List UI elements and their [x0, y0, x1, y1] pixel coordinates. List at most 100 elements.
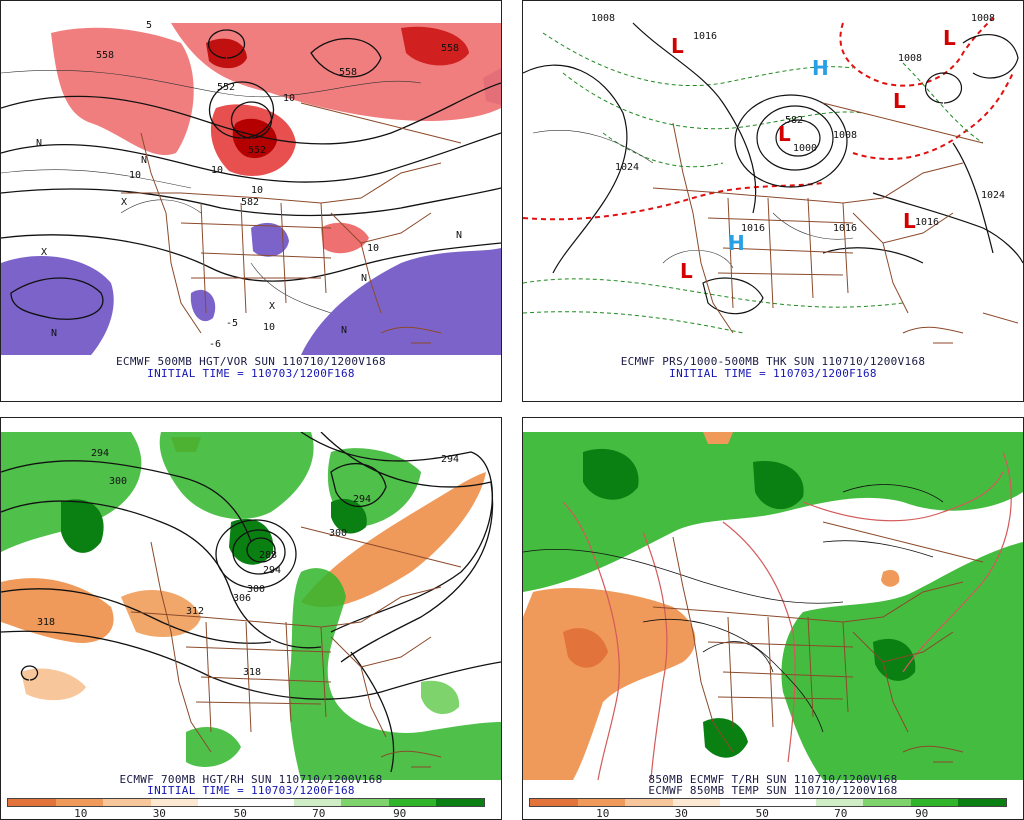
- contour-label: X: [121, 197, 127, 208]
- colorbar-swatch: [8, 799, 56, 806]
- isobar-label: 1008: [591, 13, 615, 24]
- contour-label: 558: [96, 50, 114, 61]
- contour-label: 300: [109, 476, 127, 487]
- contour-label: 312: [186, 606, 204, 617]
- negative-vorticity-area: [1, 255, 114, 355]
- chart-title: 850MB ECMWF T/RH SUN 110710/1200V168: [648, 773, 898, 786]
- colorbar-swatch: [103, 799, 151, 806]
- low-pressure-center: L: [893, 89, 906, 113]
- low-pressure-center: L: [680, 259, 693, 283]
- contour-label: 300: [247, 584, 265, 595]
- pressure-centers: L L L L L L H H: [671, 26, 956, 283]
- contour-label: 288: [259, 550, 277, 561]
- initial-time: INITIAL TIME = 110703/1200F168: [669, 367, 877, 380]
- isobar-label: 1024: [615, 162, 639, 173]
- colorbar-swatch: [863, 799, 911, 806]
- chart-title: ECMWF 700MB HGT/RH SUN 110710/1200V168: [119, 773, 383, 786]
- contour-labels: 294 300 318 312 318 288 294 300 306 300 …: [37, 448, 459, 678]
- contour-label: 552: [248, 145, 266, 156]
- dry-area: [121, 589, 201, 637]
- colorbar-swatch: [150, 799, 199, 806]
- isobar-label: 1008: [971, 13, 995, 24]
- colorbar-swatch: [198, 799, 246, 806]
- contour-label: 300: [329, 528, 347, 539]
- contour-label: 318: [243, 667, 261, 678]
- colorbar-tick: 10: [596, 807, 610, 820]
- contour-label: 5: [146, 20, 152, 31]
- moist-area: [703, 718, 748, 758]
- contour-label: 10: [251, 185, 263, 196]
- dry-area: [881, 570, 900, 587]
- colorbar-swatch: [388, 799, 437, 806]
- dry-area: [301, 472, 486, 608]
- isobar-label: 1016: [693, 31, 717, 42]
- moist-area: [583, 448, 639, 500]
- contour-label: 294: [353, 494, 371, 505]
- colorbar-tick: 50: [233, 807, 247, 820]
- rh850-map: [523, 432, 1023, 780]
- dry-area: [1, 578, 114, 643]
- colorbar-tick: 50: [755, 807, 769, 820]
- isobar-label: 1008: [898, 53, 922, 64]
- contour-label: 10: [263, 322, 275, 333]
- dry-area: [21, 668, 86, 701]
- contour-label: N: [36, 138, 42, 149]
- moist-area: [289, 568, 501, 780]
- rh700-map: 294 300 318 312 318 288 294 300 306 300 …: [1, 432, 501, 780]
- positive-vorticity-area: [321, 222, 369, 254]
- pressure-map: L L L L L L H H 1008 1016 1008 1008 1024…: [523, 13, 1023, 355]
- colorbar-tick: 70: [312, 807, 326, 820]
- isobar-labels: 1008 1016 1008 1008 1024 1000 1008 1024 …: [591, 13, 1005, 234]
- colorbar-swatch: [293, 799, 342, 806]
- isobar-label: 1008: [833, 130, 857, 141]
- rh-colorbar: [529, 798, 1007, 807]
- dry-area: [523, 587, 696, 780]
- contour-label: X: [269, 301, 275, 312]
- colorbar-swatch: [767, 799, 816, 806]
- colorbar-swatch: [720, 799, 768, 806]
- contour-label: N: [361, 273, 367, 284]
- colorbar-ticks: 10 30 50 70 90: [7, 807, 483, 819]
- contour-label: -5: [226, 318, 238, 329]
- colorbar-swatch: [625, 799, 673, 806]
- colorbar-swatch: [958, 799, 1006, 806]
- strong-vorticity-core: [206, 38, 247, 69]
- contour-label: 10: [283, 93, 295, 104]
- rh-colorbar: [7, 798, 485, 807]
- colorbar-tick: 10: [74, 807, 88, 820]
- isobar-label: 1024: [981, 190, 1005, 201]
- moist-area: [421, 680, 460, 715]
- positive-vorticity-area: [51, 27, 194, 156]
- colorbar-swatch: [436, 799, 484, 806]
- chart-title: ECMWF 500MB HGT/VOR SUN 110710/1200V168: [116, 355, 386, 368]
- low-pressure-center: L: [778, 122, 791, 146]
- colorbar-ticks: 10 30 50 70 90: [529, 807, 1005, 819]
- contour-label: 294: [441, 454, 459, 465]
- high-pressure-center: H: [728, 231, 745, 255]
- negative-vorticity-area: [301, 248, 501, 355]
- colorbar-tick: 30: [674, 807, 688, 820]
- vorticity-map: 558 552 558 558 552 5 10 10 10 10 10 10 …: [1, 13, 501, 355]
- contour-label: -6: [209, 339, 221, 350]
- dry-area: [703, 432, 733, 444]
- contour-label: 294: [263, 565, 281, 576]
- isobar-label: 582: [785, 115, 803, 126]
- contour-labels: 558 552 558 558 552 5 10 10 10 10 10 10 …: [36, 20, 462, 350]
- contour-label: X: [41, 247, 47, 258]
- moist-area: [753, 461, 804, 510]
- isobar-label: 1016: [915, 217, 939, 228]
- moist-area: [159, 432, 314, 520]
- strong-vorticity-core: [401, 26, 469, 66]
- isobar-label: 1016: [833, 223, 857, 234]
- moist-area: [1, 432, 142, 552]
- colorbar-tick: 70: [834, 807, 848, 820]
- panel-700mb-rh: 294 300 318 312 318 288 294 300 306 300 …: [0, 417, 502, 820]
- chart-title: ECMWF PRS/1000-500MB THK SUN 110710/1200…: [620, 355, 926, 368]
- moist-area: [61, 499, 104, 553]
- colorbar-swatch: [577, 799, 626, 806]
- contour-label: 582: [241, 197, 259, 208]
- negative-vorticity-area: [251, 222, 289, 257]
- colorbar-swatch: [530, 799, 578, 806]
- colorbar-swatch: [910, 799, 959, 806]
- colorbar-swatch: [815, 799, 864, 806]
